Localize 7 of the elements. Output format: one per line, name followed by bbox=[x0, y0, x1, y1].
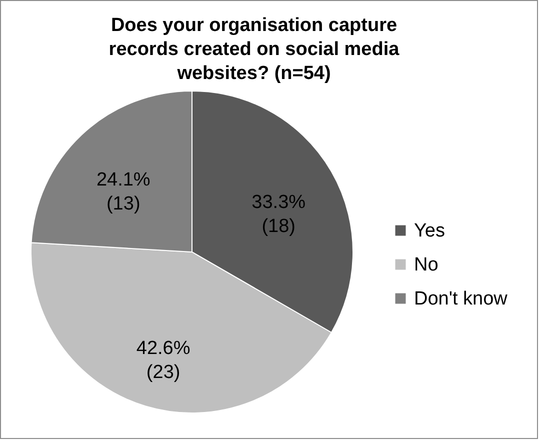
data-label: 24.1% (13) bbox=[96, 169, 150, 214]
legend-label: Don't know bbox=[414, 288, 508, 310]
data-label: 42.6% (23) bbox=[136, 338, 190, 383]
legend-label: Yes bbox=[414, 220, 445, 242]
data-label: 33.3% (18) bbox=[252, 192, 306, 237]
legend-label: No bbox=[414, 254, 438, 276]
chart-title: Does your organisation capture records created on social media websites? (n=54) bbox=[108, 15, 400, 84]
